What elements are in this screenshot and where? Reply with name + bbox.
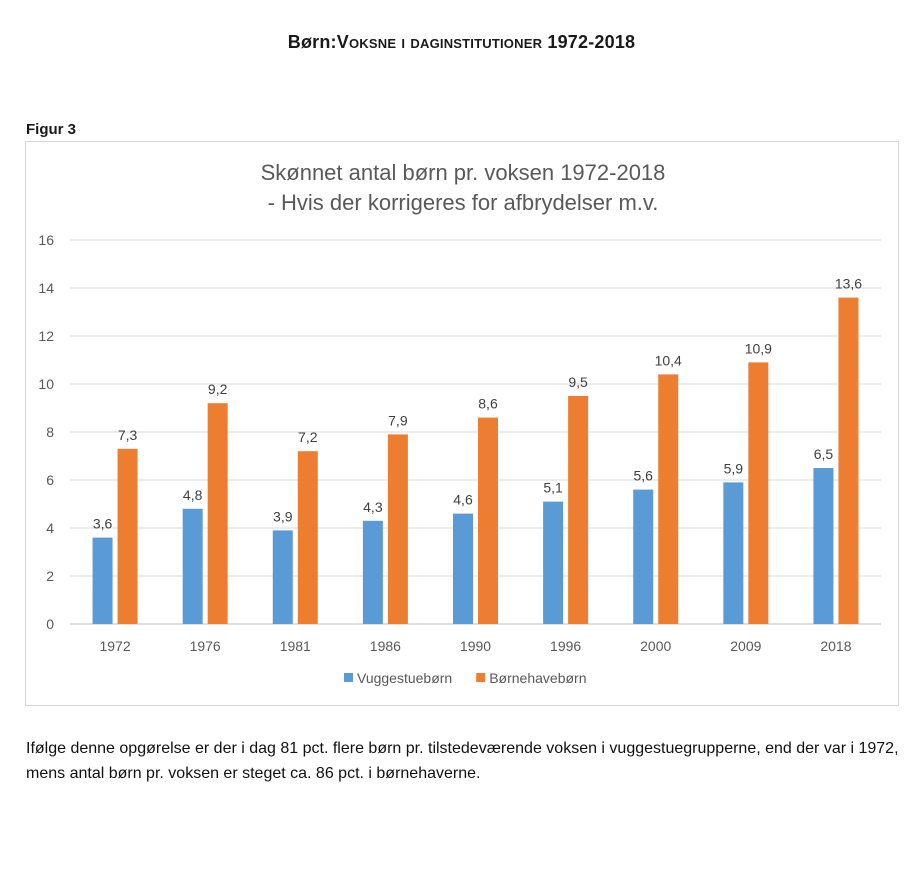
x-tick-label: 1996 — [550, 638, 581, 654]
legend-label: Vuggestuebørn — [357, 670, 452, 686]
bar-boernehave-1972 — [117, 448, 138, 624]
bar-boernehave-2000 — [658, 374, 679, 624]
data-label: 9,5 — [568, 374, 588, 390]
bar-vuggestue-1996 — [543, 501, 564, 624]
chart-subtitle: - Hvis der korrigeres for afbrydelser m.… — [268, 190, 659, 215]
bar-boernehave-1990 — [478, 417, 498, 624]
bar-chart: Skønnet antal børn pr. voksen 1972-2018 … — [38, 160, 881, 686]
bar-vuggestue-2018 — [813, 468, 834, 624]
x-tick-label: 2018 — [820, 638, 851, 654]
page-heading: Børn:Voksne i daginstitutioner 1972-2018 — [0, 32, 923, 53]
data-label: 5,6 — [633, 468, 653, 484]
y-tick-label: 12 — [38, 328, 54, 344]
legend: Vuggestuebørn Børnehavebørn — [344, 670, 587, 686]
bar-boernehave-2018 — [838, 297, 859, 624]
bar-vuggestue-1986 — [362, 520, 383, 624]
data-label: 5,1 — [543, 480, 563, 496]
x-axis-ticks: 1972 1976 1981 1986 1990 1996 2000 2009 2018 — [99, 638, 851, 654]
bar-boernehave-1996 — [568, 396, 589, 624]
bar-boernehave-2009 — [748, 362, 769, 624]
heading-smallcaps: Voksne i daginstitutioner — [336, 32, 543, 52]
x-tick-label: 1990 — [460, 638, 491, 654]
data-label: 7,3 — [118, 427, 138, 443]
legend-swatch — [476, 673, 486, 682]
caption: Ifølge denne opgørelse er der i dag 81 p… — [26, 740, 899, 782]
bar-vuggestue-1976 — [182, 508, 203, 624]
chart-frame: Skønnet antal børn pr. voksen 1972-2018 … — [25, 141, 899, 706]
data-label: 10,4 — [655, 352, 682, 368]
y-tick-label: 16 — [38, 232, 54, 248]
y-tick-label: 14 — [38, 280, 54, 296]
legend-swatch — [344, 673, 353, 682]
x-tick-label: 2000 — [640, 638, 671, 654]
bar-vuggestue-2009 — [723, 482, 744, 624]
data-label: 6,5 — [814, 446, 834, 462]
legend-label: Børnehavebørn — [489, 670, 586, 686]
y-tick-label: 6 — [46, 472, 54, 488]
bar-boernehave-1976 — [207, 403, 228, 624]
y-tick-label: 10 — [38, 376, 54, 392]
gridlines — [70, 239, 881, 625]
data-label: 3,9 — [273, 508, 293, 524]
data-label: 3,6 — [93, 516, 113, 532]
x-tick-label: 2009 — [730, 638, 761, 654]
heading-prefix: Børn: — [287, 32, 337, 52]
data-label: 4,6 — [453, 492, 473, 508]
figure-label: Figur 3 — [26, 121, 77, 138]
bar-boernehave-1986 — [387, 434, 408, 624]
data-label: 13,6 — [835, 276, 862, 292]
data-label: 7,9 — [388, 412, 408, 428]
bars — [92, 297, 859, 624]
data-label: 8,6 — [478, 396, 498, 412]
x-tick-label: 1972 — [99, 638, 130, 654]
y-tick-label: 4 — [46, 520, 54, 536]
bar-vuggestue-1972 — [92, 537, 113, 624]
data-label: 5,9 — [724, 460, 744, 476]
x-tick-label: 1986 — [370, 638, 401, 654]
data-label: 9,2 — [208, 381, 228, 397]
bar-vuggestue-1990 — [453, 513, 473, 624]
data-label: 4,3 — [363, 499, 383, 515]
data-label: 4,8 — [183, 487, 203, 503]
x-tick-label: 1981 — [280, 638, 311, 654]
y-axis-ticks: 0 2 4 6 8 10 12 14 16 — [38, 232, 54, 632]
data-label: 10,9 — [745, 340, 772, 356]
bar-boernehave-1981 — [297, 451, 318, 624]
chart-title: Skønnet antal børn pr. voksen 1972-2018 — [261, 160, 666, 185]
data-label: 7,2 — [298, 429, 318, 445]
y-tick-label: 2 — [46, 568, 54, 584]
x-tick-label: 1976 — [190, 638, 221, 654]
bar-vuggestue-2000 — [633, 489, 654, 624]
data-labels: 3,6 7,3 4,8 9,2 3,9 7,2 4,3 7,9 4,6 8,6 5,1 9,5 5,6 1… — [93, 276, 862, 532]
y-tick-label: 0 — [46, 616, 54, 632]
heading-years: 1972-2018 — [542, 32, 636, 52]
bar-vuggestue-1981 — [272, 530, 293, 624]
y-tick-label: 8 — [46, 424, 54, 440]
